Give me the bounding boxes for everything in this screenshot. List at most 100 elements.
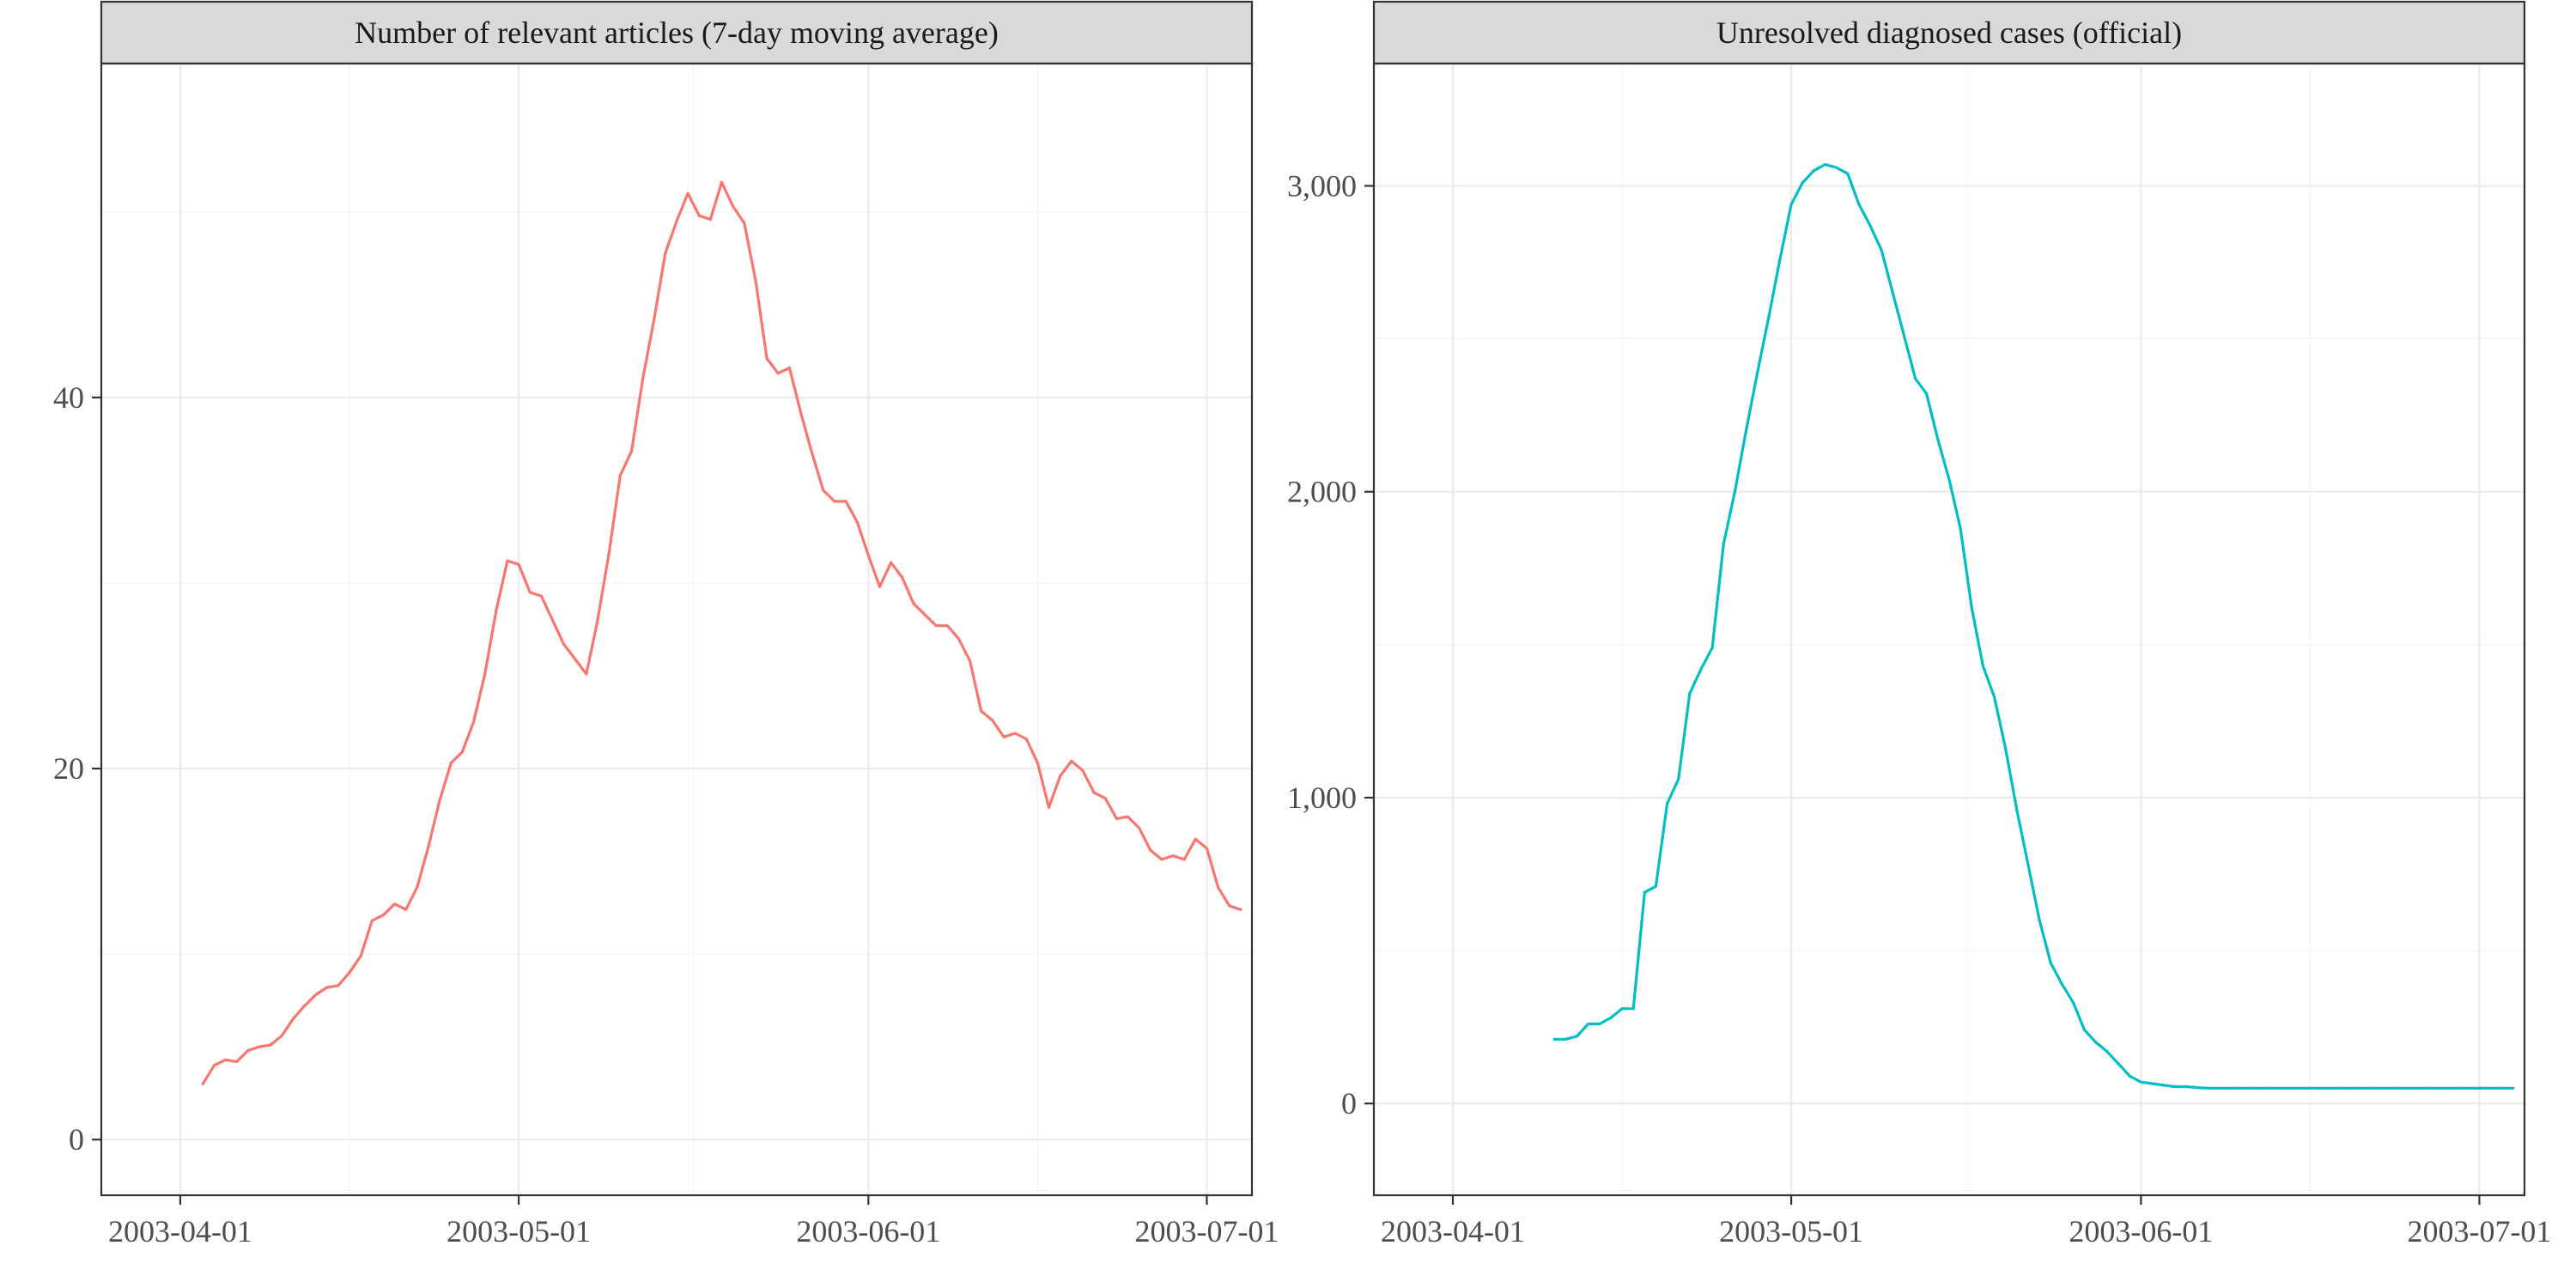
cases-y-tick-label: 0 [1341, 1086, 1357, 1121]
cases-data-point [1801, 181, 1804, 185]
articles-data-point [562, 642, 566, 646]
cases-data-point [2083, 1029, 2087, 1032]
cases-data-point [1914, 377, 1917, 380]
articles-data-point [1217, 885, 1220, 889]
cases-data-point [2117, 1062, 2120, 1066]
cases-data-point [2365, 1086, 2368, 1090]
cases-panel-title: Unresolved diagnosed cases (official) [1716, 15, 2182, 50]
articles-data-point [325, 986, 329, 989]
cases-data-point [1575, 1035, 1579, 1038]
cases-data-point [2275, 1086, 2278, 1090]
cases-data-point [2286, 1086, 2289, 1090]
cases-data-point [2004, 747, 2008, 750]
articles-data-point [923, 613, 927, 617]
articles-data-point [799, 410, 803, 414]
cases-data-point [2398, 1086, 2403, 1090]
cases-data-point [1823, 163, 1827, 167]
articles-data-point [449, 762, 453, 765]
cases-data-point [1722, 542, 1725, 545]
articles-data-point [1126, 815, 1130, 818]
cases-data-point [2421, 1086, 2425, 1090]
cases-data-point [1699, 667, 1703, 671]
articles-data-point [618, 474, 622, 477]
articles-data-point [866, 554, 870, 557]
articles-data-point [969, 659, 972, 663]
cases-line-layer [1552, 163, 2515, 1090]
articles-data-point [460, 750, 465, 754]
articles-data-point [743, 222, 746, 225]
cases-data-point [1812, 169, 1815, 173]
cases-data-point [2297, 1086, 2300, 1090]
articles-data-point [471, 720, 476, 724]
cases-data-point [2466, 1086, 2470, 1090]
cases-data-point [2173, 1084, 2177, 1089]
cases-data-point [2150, 1082, 2154, 1085]
cases-data-point [2139, 1080, 2142, 1084]
cases-data-point [1959, 526, 1962, 531]
cases-data-point [2196, 1086, 2199, 1090]
cases-data-point [2319, 1086, 2324, 1090]
articles-data-point [1228, 904, 1231, 908]
cases-series-line [1554, 163, 2513, 1090]
cases-data-point [1947, 477, 1951, 482]
articles-data-point [506, 559, 509, 562]
cases-data-point [2512, 1086, 2515, 1090]
cases-data-point [1587, 1022, 1590, 1026]
articles-data-point [912, 602, 915, 605]
cases-data-point [1744, 428, 1748, 433]
cases-data-point [2162, 1084, 2166, 1087]
cases-data-point [1789, 203, 1793, 206]
articles-data-point [381, 914, 385, 917]
articles-data-point [1239, 908, 1242, 911]
articles-y-tick-label: 20 [53, 751, 84, 786]
cases-data-point [2071, 1001, 2075, 1005]
cases-data-point [2500, 1086, 2504, 1090]
articles-data-point [359, 954, 362, 957]
cases-data-point [1835, 166, 1838, 169]
articles-data-point [1092, 791, 1096, 794]
articles-data-point [1036, 762, 1039, 765]
articles-data-point [223, 1058, 228, 1061]
articles-y-tick-label: 0 [69, 1122, 84, 1157]
cases-data-point [2263, 1086, 2267, 1090]
articles-data-point [280, 1034, 283, 1037]
articles-data-point [1081, 769, 1084, 772]
cases-plot-border [1372, 62, 2526, 1197]
articles-x-tick-label: 2003-06-01 [796, 1214, 940, 1249]
cases-y-tick-label: 2,000 [1287, 475, 1357, 509]
cases-data-point [1778, 258, 1782, 261]
cases-data-point [1925, 392, 1929, 396]
cases-data-point [1598, 1022, 1601, 1026]
cases-data-point [2105, 1050, 2109, 1054]
articles-data-point [1002, 735, 1005, 738]
articles-panel-title: Number of relevant articles (7-day movin… [355, 15, 999, 50]
cases-data-point [1891, 291, 1894, 295]
cases-data-point [1609, 1016, 1613, 1019]
articles-data-point [1160, 858, 1163, 861]
articles-data-point [991, 719, 994, 722]
articles-data-point [890, 561, 893, 564]
articles-plot-border [100, 62, 1254, 1197]
cases-data-point [2410, 1086, 2414, 1090]
articles-data-point [1182, 858, 1186, 861]
cases-axes: 2003-04-01 2003-05-01 2003-06-01 2003-07-01… [1287, 168, 2551, 1249]
cases-data-point [2489, 1086, 2493, 1090]
cases-data-point [1970, 606, 1973, 610]
cases-data-point [2218, 1086, 2221, 1090]
cases-data-point [2455, 1086, 2458, 1090]
articles-data-point [574, 658, 577, 661]
cases-data-point [1846, 172, 1850, 175]
articles-x-tick-label: 2003-07-01 [1134, 1214, 1279, 1249]
articles-data-point [855, 520, 859, 524]
articles-data-point [495, 609, 498, 613]
articles-y-tick-label: 40 [53, 380, 84, 415]
cases-data-point [2433, 1086, 2436, 1090]
cases-y-tick-label: 3,000 [1287, 168, 1357, 203]
articles-data-point [732, 204, 735, 208]
articles-data-point [235, 1060, 239, 1063]
articles-x-tick-label: 2003-04-01 [108, 1214, 252, 1249]
articles-data-point [1115, 817, 1118, 821]
cases-data-point [2026, 863, 2030, 866]
cases-data-point [2128, 1074, 2131, 1078]
cases-data-point [1936, 438, 1940, 441]
